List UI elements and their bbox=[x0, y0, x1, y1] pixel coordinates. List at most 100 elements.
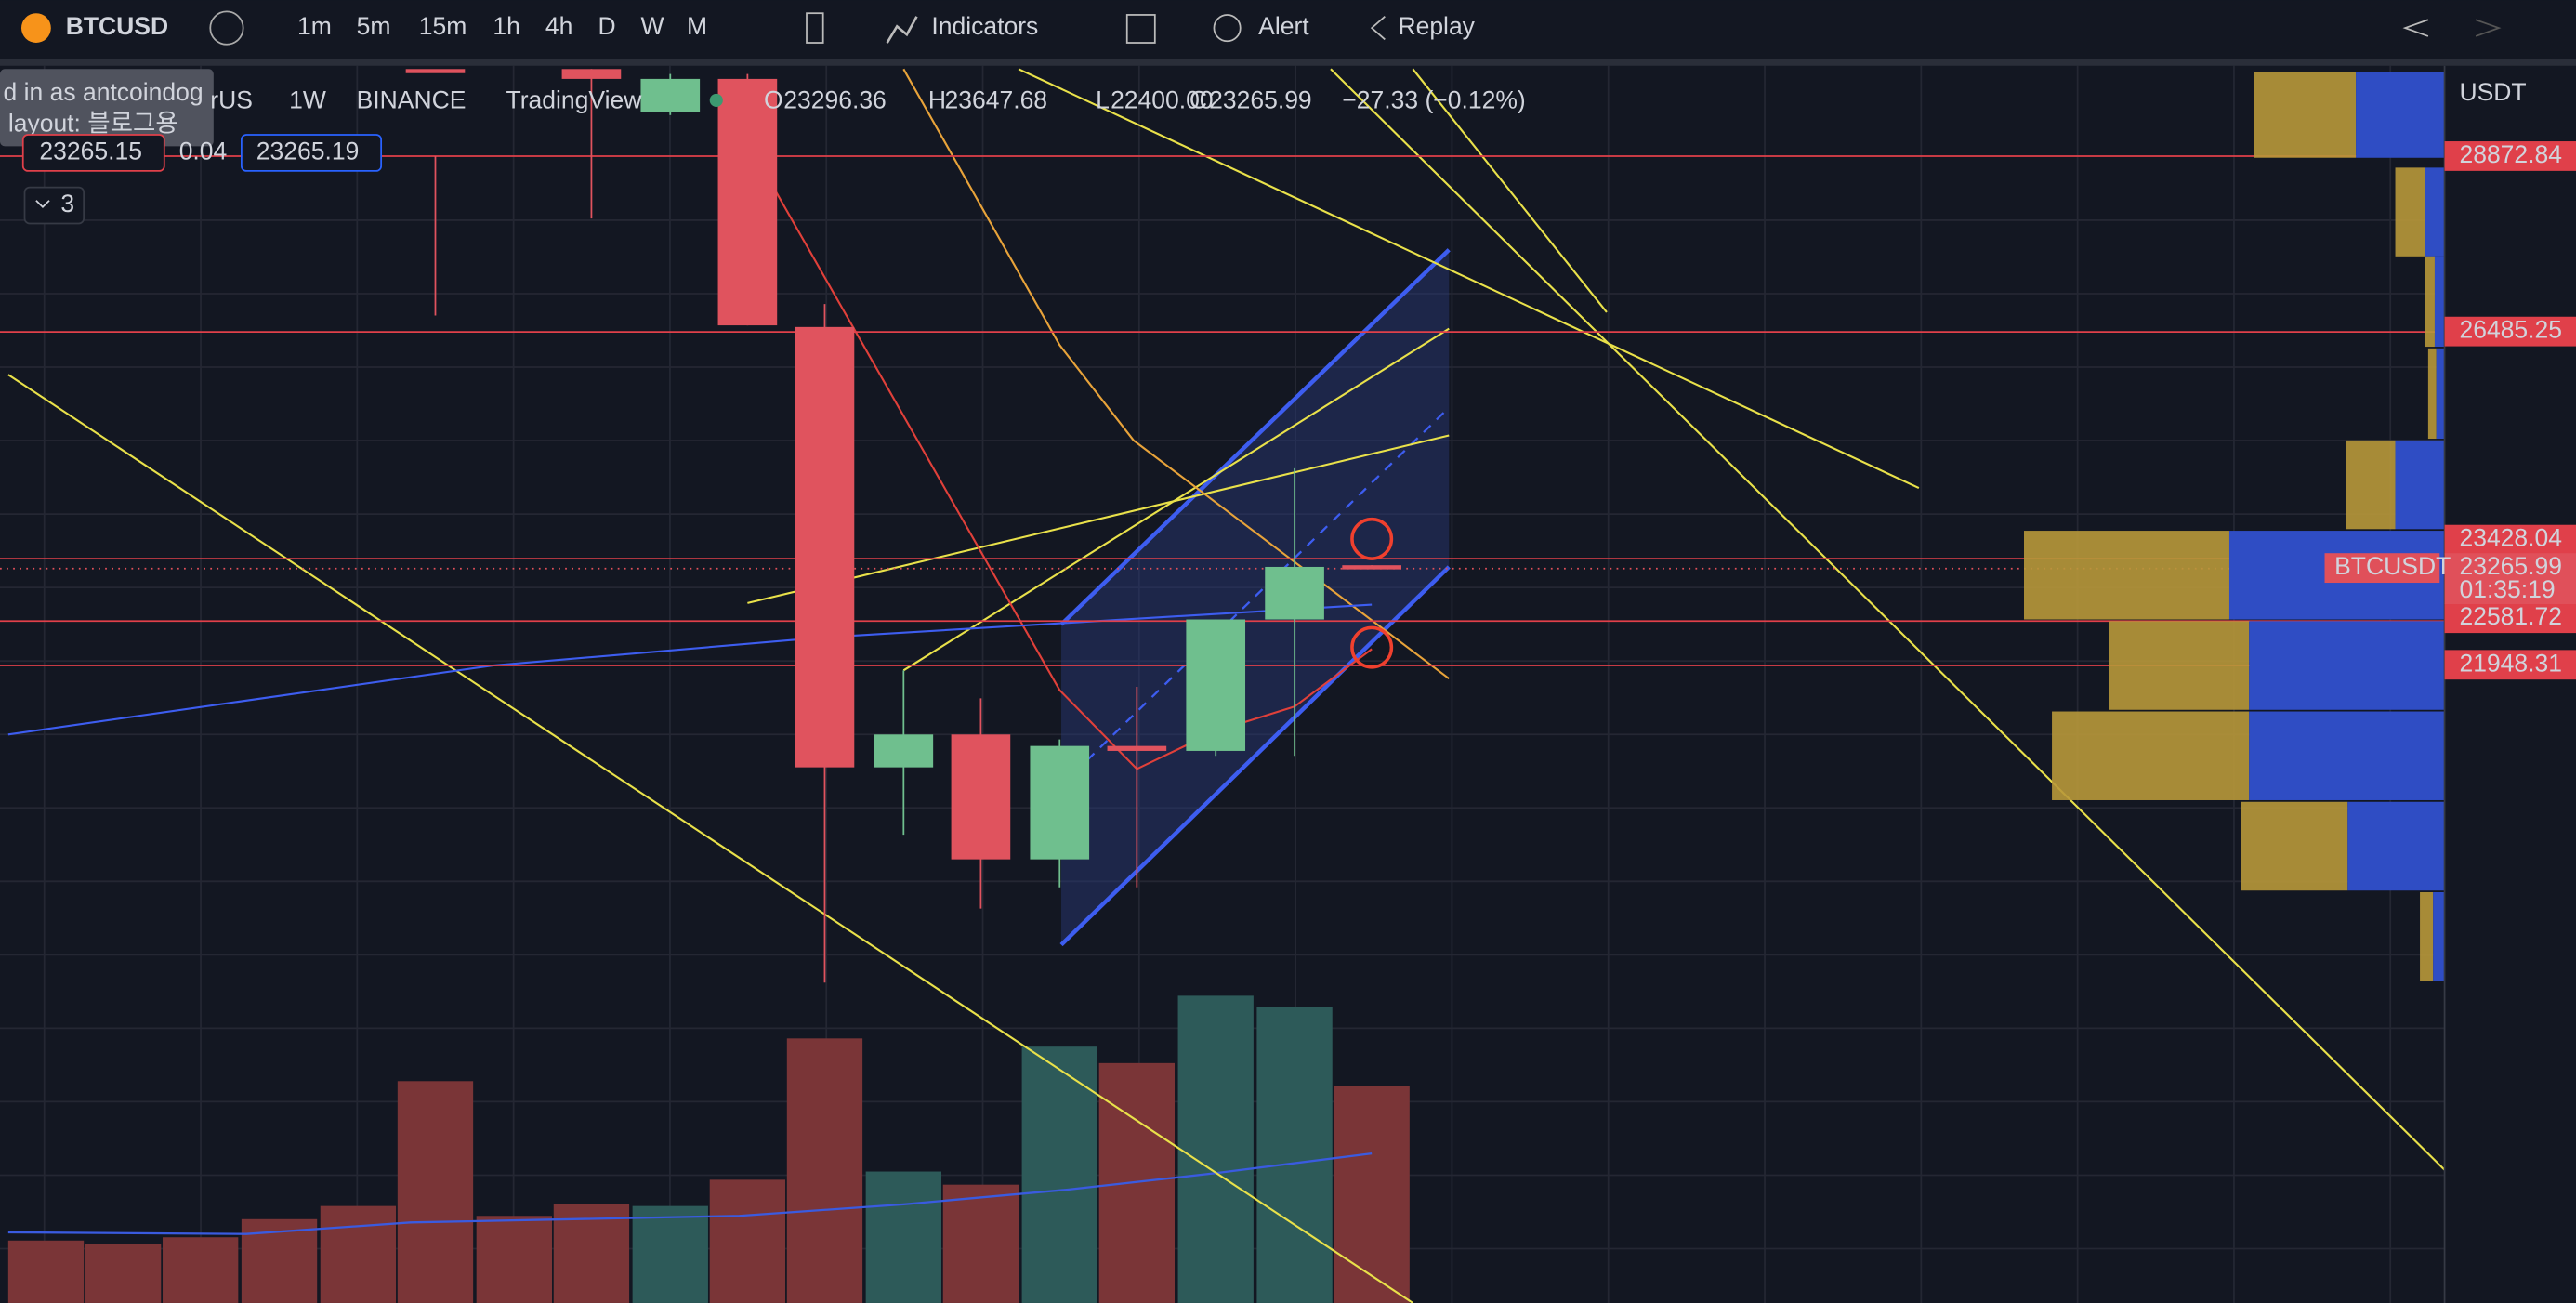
profile-down bbox=[2395, 440, 2445, 530]
price-axis: 2800027000260002500024000230002200021000… bbox=[2324, 65, 2576, 1303]
profile-up bbox=[2254, 72, 2357, 158]
volume-bar bbox=[709, 1179, 786, 1303]
volume-bar bbox=[786, 1038, 863, 1303]
profile-up bbox=[2241, 801, 2348, 891]
symbol[interactable]: BTCUSD bbox=[66, 12, 168, 40]
candle-body bbox=[1186, 619, 1246, 751]
volume-bar bbox=[476, 1216, 552, 1303]
legend-exchange: BINANCE bbox=[357, 86, 467, 114]
tooltip-line: d in as antcoindog bbox=[4, 78, 204, 106]
toolbar-border bbox=[0, 59, 2576, 66]
profile-up bbox=[2346, 440, 2396, 530]
volume-bar bbox=[632, 1205, 708, 1303]
price-label-bg bbox=[2444, 524, 2576, 555]
volume-ma bbox=[7, 1152, 1373, 1235]
profile-down bbox=[2434, 256, 2445, 348]
status-dot bbox=[709, 93, 723, 107]
legend-open-label: O bbox=[764, 86, 783, 114]
tooltip-bg bbox=[0, 69, 214, 147]
volume-bar bbox=[1177, 995, 1254, 1303]
alert-icon[interactable] bbox=[1213, 14, 1242, 43]
profile-up bbox=[2420, 891, 2434, 981]
legend-open: 23296.36 bbox=[783, 86, 887, 114]
currency[interactable]: USDT bbox=[2459, 78, 2526, 106]
spread: 0.04 bbox=[179, 137, 228, 165]
volume-bar bbox=[553, 1204, 630, 1303]
last-price-bg bbox=[2444, 553, 2576, 605]
price-label: 28872.84 bbox=[2459, 140, 2562, 168]
replay[interactable]: Replay bbox=[1398, 12, 1475, 40]
symbol-tag: BTCUSDT bbox=[2334, 552, 2451, 580]
overlay: BTCUSD 1m 5m 15m 1h 4h D W M Indicators Alert Repla… bbox=[0, 0, 2576, 225]
legend-high-label: H bbox=[928, 86, 946, 114]
timeframe[interactable]: 1h bbox=[493, 12, 519, 40]
trend-line bbox=[1412, 68, 1608, 313]
last-price: 23265.99 bbox=[2459, 552, 2562, 580]
add-button[interactable] bbox=[209, 10, 244, 46]
timeframe[interactable]: D bbox=[598, 12, 616, 40]
legend-low: 22400.00 bbox=[1111, 86, 1214, 114]
price-label: 21948.31 bbox=[2459, 649, 2562, 677]
toolbar bbox=[0, 0, 2576, 59]
volume-bar bbox=[163, 1237, 239, 1303]
symbol-tag-bg bbox=[2324, 553, 2440, 584]
alert[interactable]: Alert bbox=[1258, 12, 1309, 40]
trend-line bbox=[7, 374, 1413, 1303]
legend-change: −27.33 (−0.12%) bbox=[1342, 86, 1525, 114]
profile-up bbox=[2427, 348, 2437, 440]
price-label: 23428.04 bbox=[2459, 524, 2562, 552]
sell-box[interactable] bbox=[21, 134, 165, 172]
trend-line bbox=[1018, 68, 1920, 490]
profile-down bbox=[2436, 348, 2445, 440]
profile-down bbox=[2249, 711, 2445, 800]
channel-line bbox=[1059, 248, 1451, 626]
price-label: 26485.25 bbox=[2459, 316, 2562, 344]
candle-body bbox=[951, 734, 1011, 860]
candle-body bbox=[1030, 745, 1090, 860]
profile-up bbox=[2109, 621, 2250, 710]
volume-bar bbox=[320, 1205, 397, 1303]
trend-line bbox=[1330, 68, 2446, 1171]
indicators-icon[interactable] bbox=[886, 16, 918, 44]
profile-down bbox=[2425, 167, 2445, 257]
marker bbox=[1350, 517, 1394, 560]
candle-body bbox=[1107, 745, 1167, 751]
timeframe[interactable]: 4h bbox=[545, 12, 572, 40]
price-label-bg bbox=[2444, 603, 2576, 634]
volume-bar bbox=[942, 1184, 1019, 1303]
trend-line bbox=[902, 327, 1450, 672]
legend-close-label: C bbox=[1189, 86, 1207, 114]
candle-icon[interactable] bbox=[806, 12, 824, 44]
trend-line bbox=[755, 155, 1373, 770]
timeframe[interactable]: 1m bbox=[297, 12, 332, 40]
candle-body bbox=[561, 69, 622, 79]
chevron bbox=[35, 200, 50, 209]
replay-icon[interactable] bbox=[1370, 16, 1386, 41]
timeframe[interactable]: W bbox=[640, 12, 664, 40]
timeframe[interactable]: 15m bbox=[419, 12, 467, 40]
legend-close: 23265.99 bbox=[1209, 86, 1312, 114]
channel bbox=[1061, 249, 1450, 945]
timeframe[interactable]: 5m bbox=[357, 12, 391, 40]
chart-area bbox=[0, 65, 2446, 1303]
buy-box[interactable] bbox=[240, 134, 383, 172]
candle-body bbox=[1265, 566, 1324, 620]
tooltip-line: layout: 블로그용 bbox=[8, 109, 178, 137]
legend-low-label: L bbox=[1096, 86, 1110, 114]
trend-line bbox=[747, 434, 1450, 604]
candle-body bbox=[640, 78, 701, 112]
price-label-bg bbox=[2444, 650, 2576, 680]
candle-body bbox=[795, 326, 855, 768]
layout-icon[interactable] bbox=[1125, 14, 1156, 44]
profile-up bbox=[2024, 531, 2229, 620]
undo[interactable] bbox=[2402, 19, 2429, 37]
volume-bar bbox=[865, 1171, 941, 1303]
timeframe[interactable]: M bbox=[687, 12, 707, 40]
collapse-box[interactable] bbox=[23, 186, 85, 225]
buy-price: 23265.19 bbox=[256, 137, 360, 165]
redo[interactable] bbox=[2475, 19, 2502, 37]
countdown: 01:35:19 bbox=[2459, 575, 2555, 603]
profile-up bbox=[2052, 711, 2250, 800]
indicators[interactable]: Indicators bbox=[931, 12, 1038, 40]
